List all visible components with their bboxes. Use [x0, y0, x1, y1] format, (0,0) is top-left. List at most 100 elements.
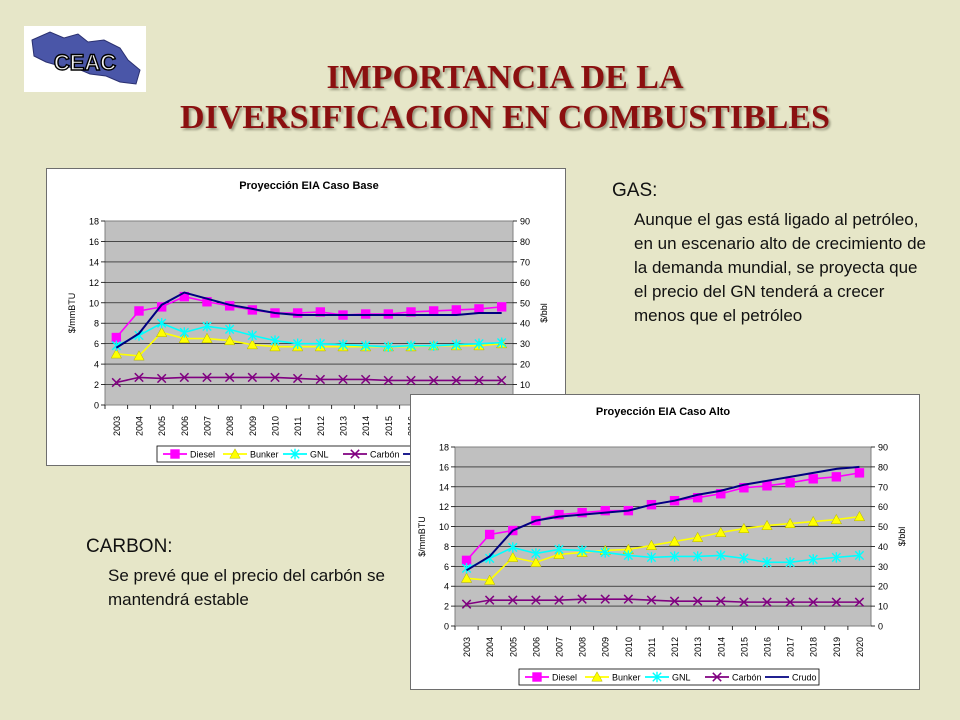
data-point	[315, 374, 326, 385]
data-point	[854, 468, 865, 478]
x-tick-label: 2009	[601, 637, 611, 657]
ceac-logo-graphic: CEAC	[31, 31, 141, 85]
data-point	[484, 595, 495, 605]
y2-tick-label: 30	[520, 339, 530, 349]
series-diesel	[111, 291, 507, 343]
x-tick-label: 2005	[157, 416, 167, 436]
y2-axis-label: $/bbl	[897, 527, 907, 547]
x-tick-label: 2010	[624, 637, 634, 657]
data-point	[600, 505, 610, 516]
y2-tick-label: 80	[878, 462, 888, 472]
data-point	[110, 348, 122, 359]
data-point	[645, 539, 658, 550]
data-point	[739, 483, 749, 493]
legend-label: Diesel	[552, 673, 577, 683]
legend-swatch-marker	[532, 672, 542, 682]
y-tick-label: 2	[94, 380, 99, 390]
chart-high-case-svg: Proyección EIA Caso Alto 0 2 4 6 8 10 12 14 16 18 0…	[417, 406, 907, 686]
data-point	[692, 493, 703, 503]
data-point	[461, 599, 472, 609]
data-point	[739, 553, 749, 564]
x-tick-label: 2012	[670, 637, 680, 657]
data-point	[156, 373, 167, 384]
legend-item-bunker: Bunker	[585, 671, 641, 683]
series-gnl	[111, 318, 507, 352]
series-crudo	[466, 465, 860, 572]
y2-tick-label: 30	[878, 562, 888, 572]
data-point	[554, 509, 564, 520]
data-point	[383, 309, 394, 319]
data-point	[669, 551, 680, 562]
data-point	[692, 596, 703, 606]
data-point	[577, 507, 587, 518]
data-point	[202, 297, 212, 307]
x-tick-label: 2014	[716, 637, 726, 657]
data-point	[496, 375, 507, 386]
carbon-description: Se prevé que el precio del carbón se man…	[108, 566, 385, 609]
data-point	[360, 340, 371, 351]
data-point	[360, 374, 371, 385]
data-point	[406, 340, 416, 351]
x-tick-label: 2008	[225, 416, 235, 436]
y2-axis-label: $/bbl	[539, 303, 549, 323]
x-tick-label: 2011	[647, 638, 657, 657]
data-point	[292, 338, 303, 349]
data-point	[554, 544, 564, 555]
data-point	[577, 594, 587, 604]
data-point	[178, 332, 190, 344]
legend-label: GNL	[672, 673, 691, 683]
y-tick-label: 18	[439, 443, 449, 453]
series-line	[466, 546, 860, 570]
y-tick-label: 4	[94, 360, 99, 370]
legend-item-crudo: Crudo	[765, 673, 817, 683]
data-point	[762, 557, 772, 568]
y-axis-label: $/mmBTU	[417, 516, 427, 557]
x-tick-label: 2006	[180, 416, 190, 436]
x-tick-label: 2017	[786, 637, 796, 657]
y2-tick-label: 90	[878, 443, 888, 453]
data-point	[831, 472, 842, 482]
data-point	[646, 552, 657, 563]
chart-title: Proyección EIA Caso Alto	[596, 406, 731, 418]
data-point	[831, 597, 842, 607]
data-point	[623, 550, 634, 561]
series-line	[466, 515, 860, 582]
y2-tick-label: 70	[520, 257, 530, 267]
data-point	[530, 556, 542, 567]
data-point	[292, 308, 303, 318]
chart-base-case-svg: Proyección EIA Caso Base0246810121416180…	[67, 180, 549, 463]
data-point	[156, 318, 167, 329]
legend-label: Crudo	[792, 673, 817, 683]
data-point	[269, 341, 281, 352]
data-point	[496, 302, 507, 312]
data-point	[484, 574, 496, 585]
legend-label: Diesel	[190, 450, 215, 460]
data-point	[247, 330, 258, 341]
y-tick-label: 10	[439, 522, 449, 532]
data-point	[716, 596, 726, 606]
data-point	[451, 339, 462, 350]
data-point	[831, 552, 842, 563]
legend-label: GNL	[310, 450, 329, 460]
data-point	[785, 478, 795, 488]
data-point	[111, 377, 122, 388]
data-point	[156, 326, 168, 337]
data-point	[738, 522, 750, 533]
legend-item-bunker: Bunker	[223, 448, 279, 460]
data-point	[531, 595, 541, 605]
data-point	[270, 335, 280, 346]
x-tick-label: 2015	[384, 416, 394, 436]
gas-description: Aunque el gas está ligado al petróleo, e…	[634, 210, 927, 325]
data-point	[739, 597, 749, 607]
legend-label: Carbón	[732, 673, 762, 683]
legend-swatch-marker	[290, 448, 300, 460]
data-point	[460, 572, 473, 583]
x-tick-label: 2013	[339, 416, 349, 436]
data-point	[224, 372, 235, 383]
data-point	[474, 304, 484, 314]
y2-tick-label: 20	[878, 582, 888, 592]
x-tick-label: 2016	[763, 637, 773, 657]
series-crudo	[115, 291, 502, 349]
data-point	[808, 554, 818, 565]
